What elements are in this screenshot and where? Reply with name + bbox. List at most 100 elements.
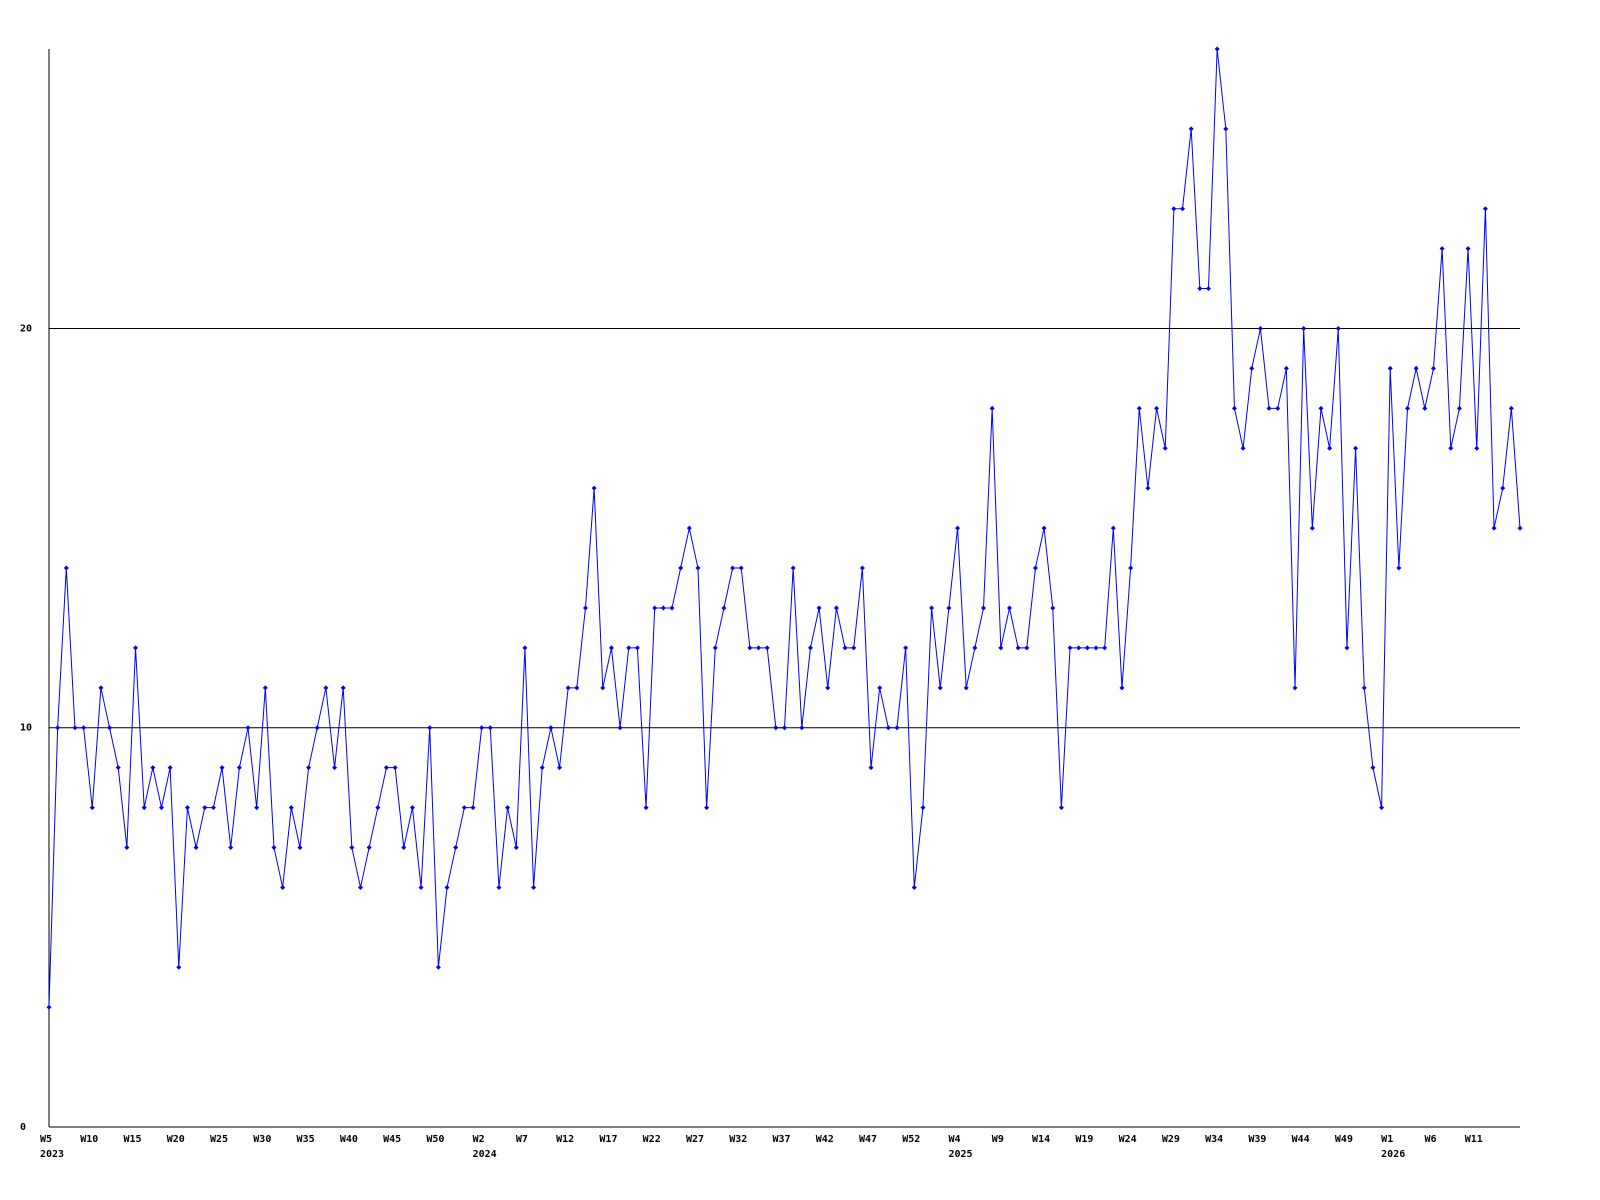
x-tick-label: W50: [426, 1134, 444, 1145]
data-point: [427, 725, 433, 731]
data-point: [1508, 405, 1514, 411]
data-point: [479, 725, 485, 731]
data-point: [1500, 485, 1506, 491]
data-point: [176, 964, 182, 970]
data-point: [721, 605, 727, 611]
data-point: [435, 964, 441, 970]
data-point: [1448, 445, 1454, 451]
data-point: [375, 805, 381, 811]
data-point: [1387, 365, 1393, 371]
data-point: [851, 645, 857, 651]
data-point: [1231, 405, 1237, 411]
data-point: [920, 805, 926, 811]
x-tick-label: W45: [383, 1134, 401, 1145]
data-point: [496, 884, 502, 890]
data-point: [167, 765, 173, 771]
data-point: [1102, 645, 1108, 651]
year-label: 2026: [1381, 1149, 1405, 1160]
x-tick-label: W30: [253, 1134, 271, 1145]
data-point: [297, 845, 303, 851]
x-tick-label: W27: [686, 1134, 704, 1145]
data-point: [799, 725, 805, 731]
data-point: [115, 765, 121, 771]
x-tick-label: W11: [1465, 1134, 1483, 1145]
data-point: [1050, 605, 1056, 611]
data-point: [1214, 46, 1220, 52]
data-point: [582, 605, 588, 611]
data-point: [660, 605, 666, 611]
data-point: [981, 605, 987, 611]
x-tick-label: W25: [210, 1134, 228, 1145]
data-point: [133, 645, 139, 651]
data-point: [1344, 645, 1350, 651]
data-point: [55, 725, 61, 731]
data-point: [1465, 246, 1471, 252]
data-point: [548, 725, 554, 731]
data-point: [1180, 206, 1186, 212]
data-point: [1439, 246, 1445, 252]
x-tick-label: W47: [859, 1134, 877, 1145]
data-point: [81, 725, 87, 731]
data-point: [1318, 405, 1324, 411]
data-point: [1327, 445, 1333, 451]
year-label: 2023: [40, 1149, 64, 1160]
data-point: [894, 725, 900, 731]
data-point: [1024, 645, 1030, 651]
x-tick-label: W44: [1292, 1134, 1310, 1145]
data-point: [868, 765, 874, 771]
data-point: [738, 565, 744, 571]
data-point: [790, 565, 796, 571]
data-point: [972, 645, 978, 651]
data-point: [1093, 645, 1099, 651]
data-point: [401, 845, 407, 851]
x-tick-label: W49: [1335, 1134, 1353, 1145]
year-label: 2024: [473, 1149, 497, 1160]
data-point: [531, 884, 537, 890]
data-point: [955, 525, 961, 531]
data-point: [1110, 525, 1116, 531]
data-point: [418, 884, 424, 890]
data-point: [470, 805, 476, 811]
data-point: [1197, 286, 1203, 292]
data-point: [1275, 405, 1281, 411]
data-point: [859, 565, 865, 571]
x-tick-label: W24: [1119, 1134, 1137, 1145]
data-point: [608, 645, 614, 651]
data-point: [1006, 605, 1012, 611]
data-point: [141, 805, 147, 811]
data-point: [1405, 405, 1411, 411]
data-point: [1084, 645, 1090, 651]
x-tick-label: W22: [643, 1134, 661, 1145]
data-point: [695, 565, 701, 571]
data-point: [574, 685, 580, 691]
x-tick-label: W6: [1424, 1134, 1436, 1145]
data-point: [1292, 685, 1298, 691]
y-tick-label: 20: [20, 323, 32, 334]
data-point: [833, 605, 839, 611]
data-point: [340, 685, 346, 691]
data-point: [782, 725, 787, 731]
x-tick-label: W37: [772, 1134, 790, 1145]
data-point: [1041, 525, 1047, 531]
data-point: [825, 685, 831, 691]
data-point: [1370, 765, 1376, 771]
data-point: [513, 845, 519, 851]
data-point: [1223, 126, 1229, 132]
data-point: [1422, 405, 1428, 411]
data-point: [1128, 565, 1134, 571]
data-point: [747, 645, 753, 651]
data-point: [669, 605, 675, 611]
year-label: 2025: [949, 1149, 973, 1160]
data-point: [929, 605, 935, 611]
data-point: [89, 805, 95, 811]
data-point: [124, 845, 130, 851]
data-point: [911, 884, 917, 890]
x-tick-label: W4: [949, 1134, 961, 1145]
x-tick-label: W2: [473, 1134, 485, 1145]
data-point: [704, 805, 710, 811]
data-point: [643, 805, 649, 811]
data-point: [1240, 445, 1246, 451]
data-point: [1015, 645, 1021, 651]
data-point: [634, 645, 640, 651]
